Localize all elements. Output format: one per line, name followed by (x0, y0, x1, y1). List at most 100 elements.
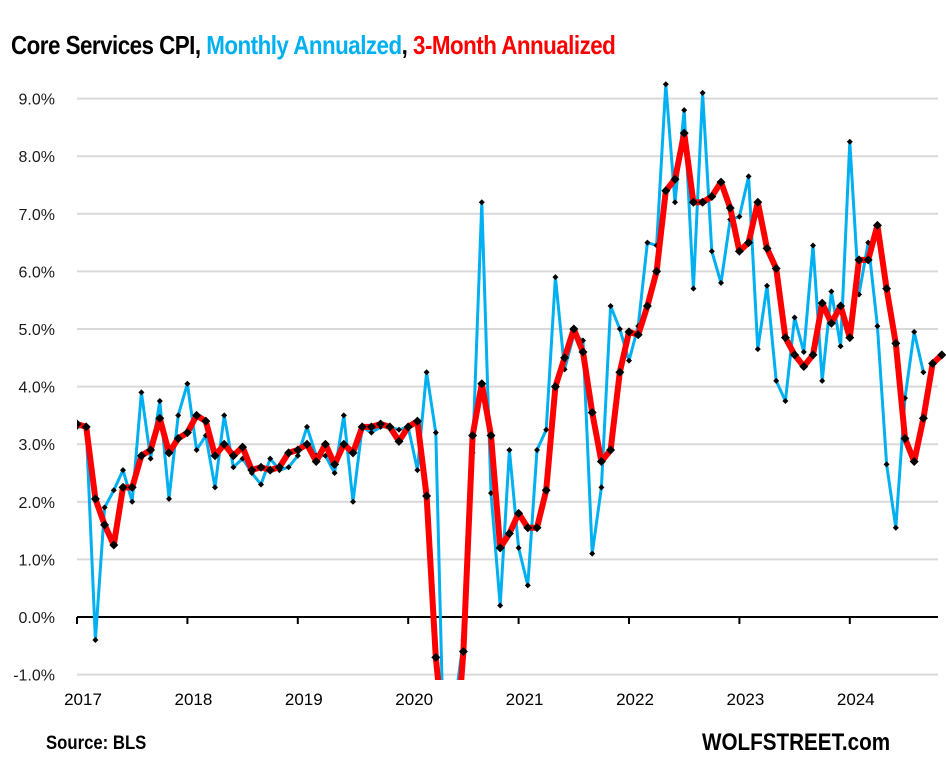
x-tick-label: 2021 (506, 690, 544, 709)
data-point-marker (920, 369, 927, 376)
data-point-marker (543, 426, 550, 433)
data-point-marker (616, 326, 623, 332)
brand-watermark: WOLFSTREET.com (702, 729, 891, 756)
data-point-marker (736, 213, 743, 220)
data-point-marker (238, 442, 248, 452)
data-point-marker (385, 422, 395, 432)
data-point-marker (396, 426, 402, 433)
title-legend-3month: 3-Month Annualized (413, 30, 616, 60)
y-tick-label: 8.0% (19, 149, 55, 166)
data-point-marker (652, 266, 662, 276)
data-point-marker (532, 523, 542, 533)
data-point-marker (598, 484, 605, 491)
data-point-marker (891, 338, 901, 348)
data-point-marker (828, 288, 835, 295)
data-point-marker (672, 199, 678, 206)
data-point-marker (247, 465, 257, 475)
data-point-marker (771, 264, 781, 274)
data-point-marker (101, 504, 108, 511)
data-point-marker (764, 282, 770, 289)
data-point-marker (690, 285, 697, 292)
data-point-marker (350, 498, 356, 505)
data-point-marker (340, 412, 347, 419)
data-point-marker (77, 419, 82, 429)
x-tick-label: 2018 (174, 690, 212, 709)
data-point-marker (937, 350, 946, 360)
data-point-marker (497, 602, 504, 609)
data-point-marker (826, 318, 836, 328)
y-tick-label: 7.0% (19, 207, 55, 224)
x-tick-label: 2020 (395, 690, 433, 709)
data-point-marker (552, 274, 559, 281)
data-point-marker (368, 429, 375, 436)
data-point-marker (348, 448, 358, 458)
title-separator: , (401, 30, 414, 60)
data-point-marker (147, 455, 154, 462)
data-point-marker (376, 419, 386, 429)
data-point-marker (670, 174, 680, 184)
data-point-marker (681, 107, 688, 114)
data-point-marker (633, 330, 643, 340)
data-point-marker (606, 445, 616, 455)
title-legend-monthly: Monthly Annualzed (206, 30, 402, 60)
y-tick-label: 5.0% (19, 322, 55, 339)
data-point-marker (506, 446, 513, 453)
data-point-marker (450, 768, 459, 772)
data-point-marker (468, 431, 478, 441)
data-point-marker (708, 248, 715, 255)
data-point-marker (504, 528, 514, 538)
data-point-marker (120, 467, 126, 474)
data-point-marker (228, 451, 238, 461)
data-point-marker (403, 422, 413, 432)
data-point-marker (422, 491, 432, 501)
data-point-marker (230, 464, 237, 471)
data-point-marker (441, 745, 450, 754)
data-point-marker (127, 482, 137, 492)
data-point-marker (624, 327, 634, 337)
data-point-marker (100, 520, 110, 530)
data-point-marker (718, 279, 724, 286)
data-point-marker (626, 357, 632, 364)
data-point-marker (799, 361, 809, 371)
data-point-marker (192, 410, 202, 420)
data-point-marker (164, 448, 174, 458)
data-point-marker (699, 89, 706, 96)
data-point-marker (846, 138, 853, 145)
data-point-marker (274, 462, 284, 472)
y-tick-label: 2.0% (19, 495, 55, 512)
data-point-marker (734, 246, 744, 256)
data-point-marker (845, 333, 855, 343)
data-point-marker (81, 422, 91, 432)
data-point-marker (477, 379, 487, 389)
data-point-marker (753, 197, 763, 207)
data-point-marker (872, 220, 882, 230)
data-point-marker (918, 413, 928, 423)
data-point-marker (109, 540, 119, 550)
x-tick-label: 2023 (726, 690, 764, 709)
data-point-marker (414, 467, 421, 474)
data-point-marker (810, 242, 816, 249)
data-point-marker (311, 456, 321, 466)
data-point-marker (900, 433, 910, 443)
data-point-marker (138, 389, 145, 396)
data-point-marker (854, 255, 864, 265)
title-main: Core Services CPI, (11, 30, 207, 60)
series-line (77, 82, 925, 680)
data-point-marker (569, 324, 579, 334)
data-point-marker (782, 398, 789, 404)
y-tick-label: 4.0% (19, 380, 55, 397)
data-point-marker (258, 481, 264, 488)
data-point-marker (173, 433, 183, 443)
data-point-marker (110, 487, 117, 494)
data-point-marker (615, 367, 625, 377)
data-point-marker (201, 416, 211, 426)
data-point-marker (357, 422, 367, 432)
data-point-marker (478, 199, 485, 206)
data-point-marker (524, 582, 531, 589)
data-point-marker (431, 652, 441, 662)
data-point-marker (175, 412, 182, 419)
y-tick-label: 3.0% (19, 437, 55, 454)
series-3-month-annualized (77, 128, 946, 772)
x-axis-tick-labels: 2017 2018 2019 2020 2021 2022 2023 2024 (64, 690, 875, 709)
data-point-marker (745, 173, 752, 180)
